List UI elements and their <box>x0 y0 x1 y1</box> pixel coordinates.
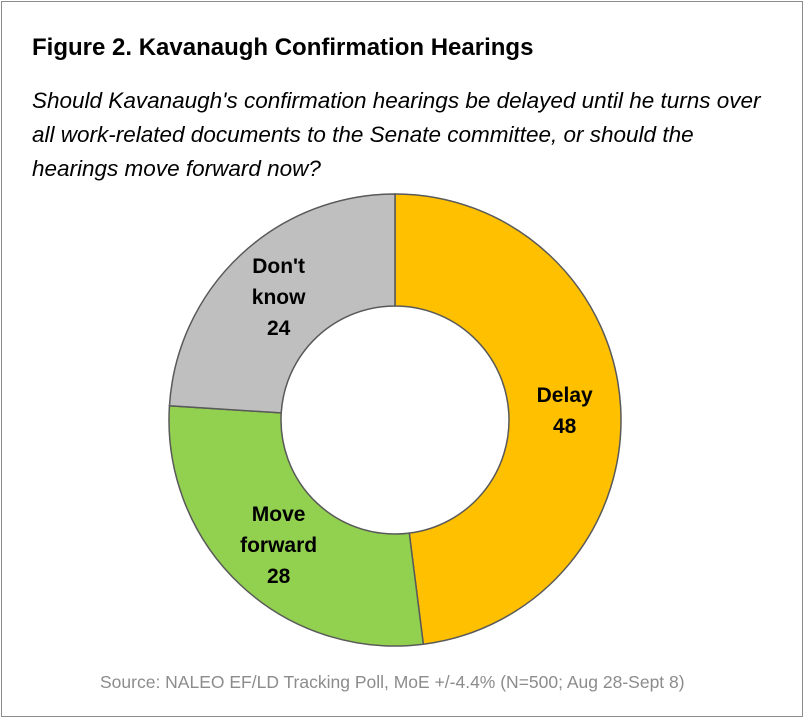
slice-label-1: Move forward 28 <box>240 503 317 588</box>
source-note: Source: NALEO EF/LD Tracking Poll, MoE +… <box>100 672 685 692</box>
slice-label-0: Delay 48 <box>537 384 593 438</box>
chart-subtitle: Should Kavanaugh's confirmation hearings… <box>32 88 761 181</box>
slice-0 <box>394 193 622 646</box>
chart-title: Figure 2. Kavanaugh Confirmation Hearing… <box>32 34 534 61</box>
slice-label-2: Don't know 24 <box>252 255 306 340</box>
slice-2 <box>168 193 396 414</box>
slice-1 <box>168 405 425 647</box>
